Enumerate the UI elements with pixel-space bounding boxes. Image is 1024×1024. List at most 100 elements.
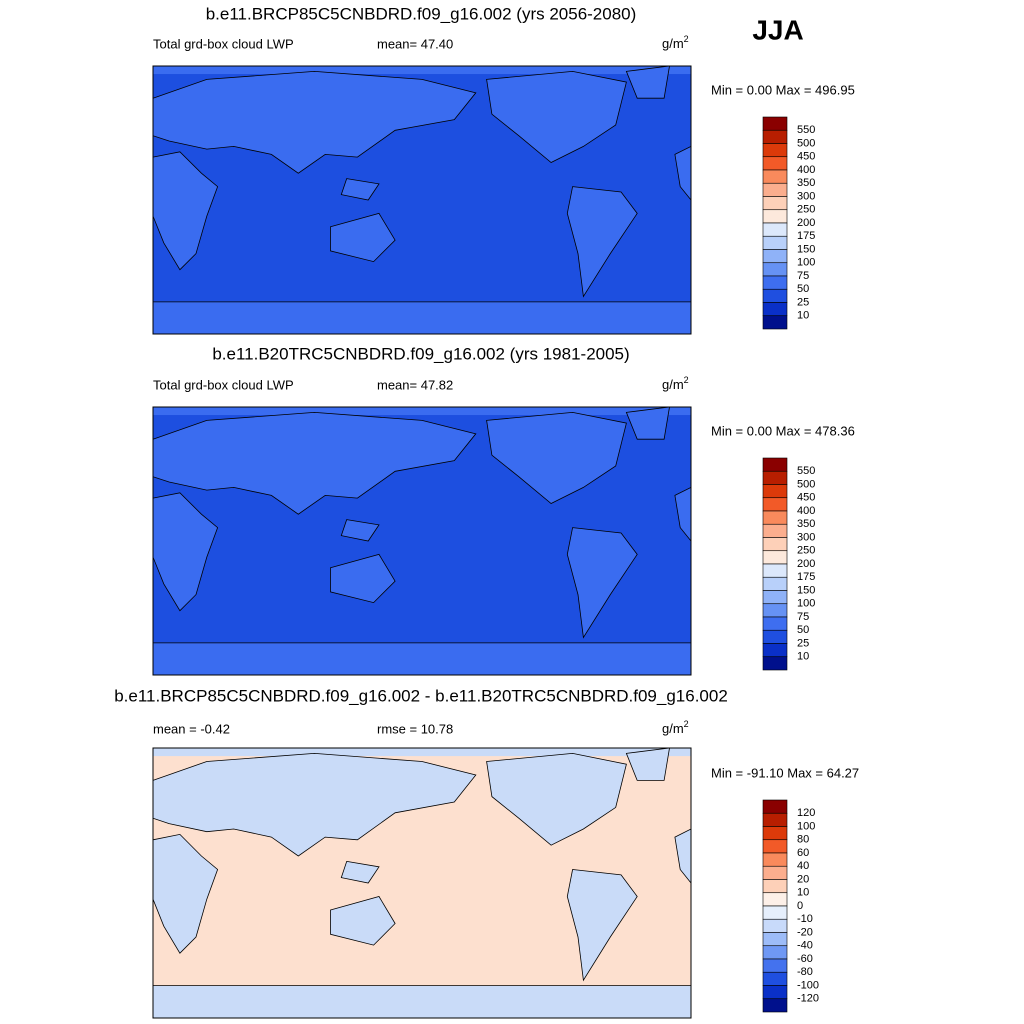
colorbar-label: 550 bbox=[797, 124, 815, 136]
colorbar-label: 500 bbox=[797, 137, 815, 149]
colorbar-label: 200 bbox=[797, 217, 815, 229]
colorbar-label: 40 bbox=[797, 860, 809, 872]
colorbar-label: 25 bbox=[797, 296, 809, 308]
colorbar-box bbox=[762, 315, 788, 330]
continent bbox=[625, 747, 670, 781]
colorbar-box bbox=[762, 222, 788, 237]
continent bbox=[340, 860, 380, 884]
colorbar-box bbox=[762, 484, 788, 499]
stat-label: rmse = 10.78 bbox=[377, 721, 453, 736]
colorbar-label: -80 bbox=[797, 966, 813, 978]
colorbar-label: 0 bbox=[797, 900, 803, 912]
colorbar-box bbox=[762, 643, 788, 658]
season-label: JJA bbox=[752, 14, 803, 45]
colorbar-label: 175 bbox=[797, 230, 815, 242]
map-arctic bbox=[153, 748, 691, 757]
variable-label: mean = -0.42 bbox=[153, 721, 230, 736]
colorbar-box bbox=[762, 288, 788, 303]
continent bbox=[152, 752, 477, 857]
colorbar-box bbox=[762, 958, 788, 973]
continent bbox=[152, 833, 219, 954]
continent bbox=[566, 869, 638, 982]
colorbar-box bbox=[762, 879, 788, 894]
colorbar-label: -40 bbox=[797, 940, 813, 952]
colorbar-box bbox=[762, 196, 788, 211]
colorbar-box bbox=[762, 865, 788, 880]
colorbar-label: 150 bbox=[797, 243, 815, 255]
continent bbox=[566, 527, 638, 639]
colorbar-box bbox=[762, 826, 788, 841]
colorbar-box bbox=[762, 470, 788, 485]
colorbar-box bbox=[762, 143, 788, 158]
colorbar-label: 250 bbox=[797, 204, 815, 216]
units-label: g/m2 bbox=[662, 34, 689, 51]
colorbar-label: 60 bbox=[797, 847, 809, 859]
stat-label: mean= 47.82 bbox=[377, 377, 453, 392]
panel-title: b.e11.B20TRC5CNBDRD.f09_g16.002 (yrs 198… bbox=[212, 344, 629, 363]
colorbar-label: 20 bbox=[797, 873, 809, 885]
units-exponent: 2 bbox=[684, 719, 689, 729]
units-base: g/m bbox=[662, 377, 684, 392]
colorbar-label: 120 bbox=[797, 807, 815, 819]
colorbar-label: 175 bbox=[797, 571, 815, 583]
colorbar-box bbox=[762, 590, 788, 605]
colorbar-box bbox=[762, 209, 788, 224]
continent bbox=[486, 752, 627, 846]
colorbar-box bbox=[762, 998, 788, 1013]
colorbar-box bbox=[762, 156, 788, 171]
colorbar-label: 10 bbox=[797, 310, 809, 322]
colorbar-label: 200 bbox=[797, 558, 815, 570]
colorbar-box bbox=[762, 182, 788, 197]
map-antarctica bbox=[153, 301, 691, 334]
colorbar-label: -120 bbox=[797, 993, 819, 1005]
range-label: Min = 0.00 Max = 496.95 bbox=[711, 82, 855, 97]
stat-label: mean= 47.40 bbox=[377, 36, 453, 51]
colorbar-label: 350 bbox=[797, 177, 815, 189]
colorbar-label: 100 bbox=[797, 820, 815, 832]
colorbar-box bbox=[762, 576, 788, 591]
colorbar-box bbox=[762, 262, 788, 277]
colorbar-label: 100 bbox=[797, 598, 815, 610]
continent bbox=[330, 212, 396, 263]
continent bbox=[340, 519, 380, 542]
map-arctic bbox=[153, 407, 691, 416]
colorbar-label: -10 bbox=[797, 913, 813, 925]
units-label: g/m2 bbox=[662, 375, 689, 392]
colorbar-box bbox=[762, 116, 788, 131]
continent bbox=[152, 151, 219, 271]
colorbar-label: 150 bbox=[797, 584, 815, 596]
colorbar-label: -20 bbox=[797, 926, 813, 938]
map-arctic bbox=[153, 66, 691, 75]
colorbar-label: 50 bbox=[797, 624, 809, 636]
colorbar-box bbox=[762, 629, 788, 644]
colorbar-label: 550 bbox=[797, 465, 815, 477]
units-base: g/m bbox=[662, 721, 684, 736]
colorbar-label: 100 bbox=[797, 257, 815, 269]
colorbar-label: 25 bbox=[797, 637, 809, 649]
colorbar-label: -60 bbox=[797, 953, 813, 965]
colorbar-label: 10 bbox=[797, 651, 809, 663]
units-label: g/m2 bbox=[662, 719, 689, 736]
colorbar-box bbox=[762, 302, 788, 317]
colorbar-box bbox=[762, 971, 788, 986]
colorbar-box bbox=[762, 852, 788, 867]
colorbar-box bbox=[762, 275, 788, 290]
continent bbox=[566, 186, 638, 298]
colorbar-label: -100 bbox=[797, 979, 819, 991]
colorbar-box bbox=[762, 497, 788, 512]
colorbar-label: 75 bbox=[797, 611, 809, 623]
map-antarctica bbox=[153, 642, 691, 675]
continent bbox=[486, 70, 627, 163]
colorbar-label: 400 bbox=[797, 505, 815, 517]
range-label: Min = 0.00 Max = 478.36 bbox=[711, 423, 855, 438]
colorbar-box bbox=[762, 839, 788, 854]
colorbar-box bbox=[762, 457, 788, 472]
colorbar-box bbox=[762, 905, 788, 920]
colorbar-box bbox=[762, 603, 788, 618]
colorbar-label: 500 bbox=[797, 478, 815, 490]
panel-title: b.e11.BRCP85C5CNBDRD.f09_g16.002 - b.e11… bbox=[114, 686, 728, 705]
colorbar-box bbox=[762, 129, 788, 144]
colorbar-label: 350 bbox=[797, 518, 815, 530]
colorbar-label: 300 bbox=[797, 531, 815, 543]
